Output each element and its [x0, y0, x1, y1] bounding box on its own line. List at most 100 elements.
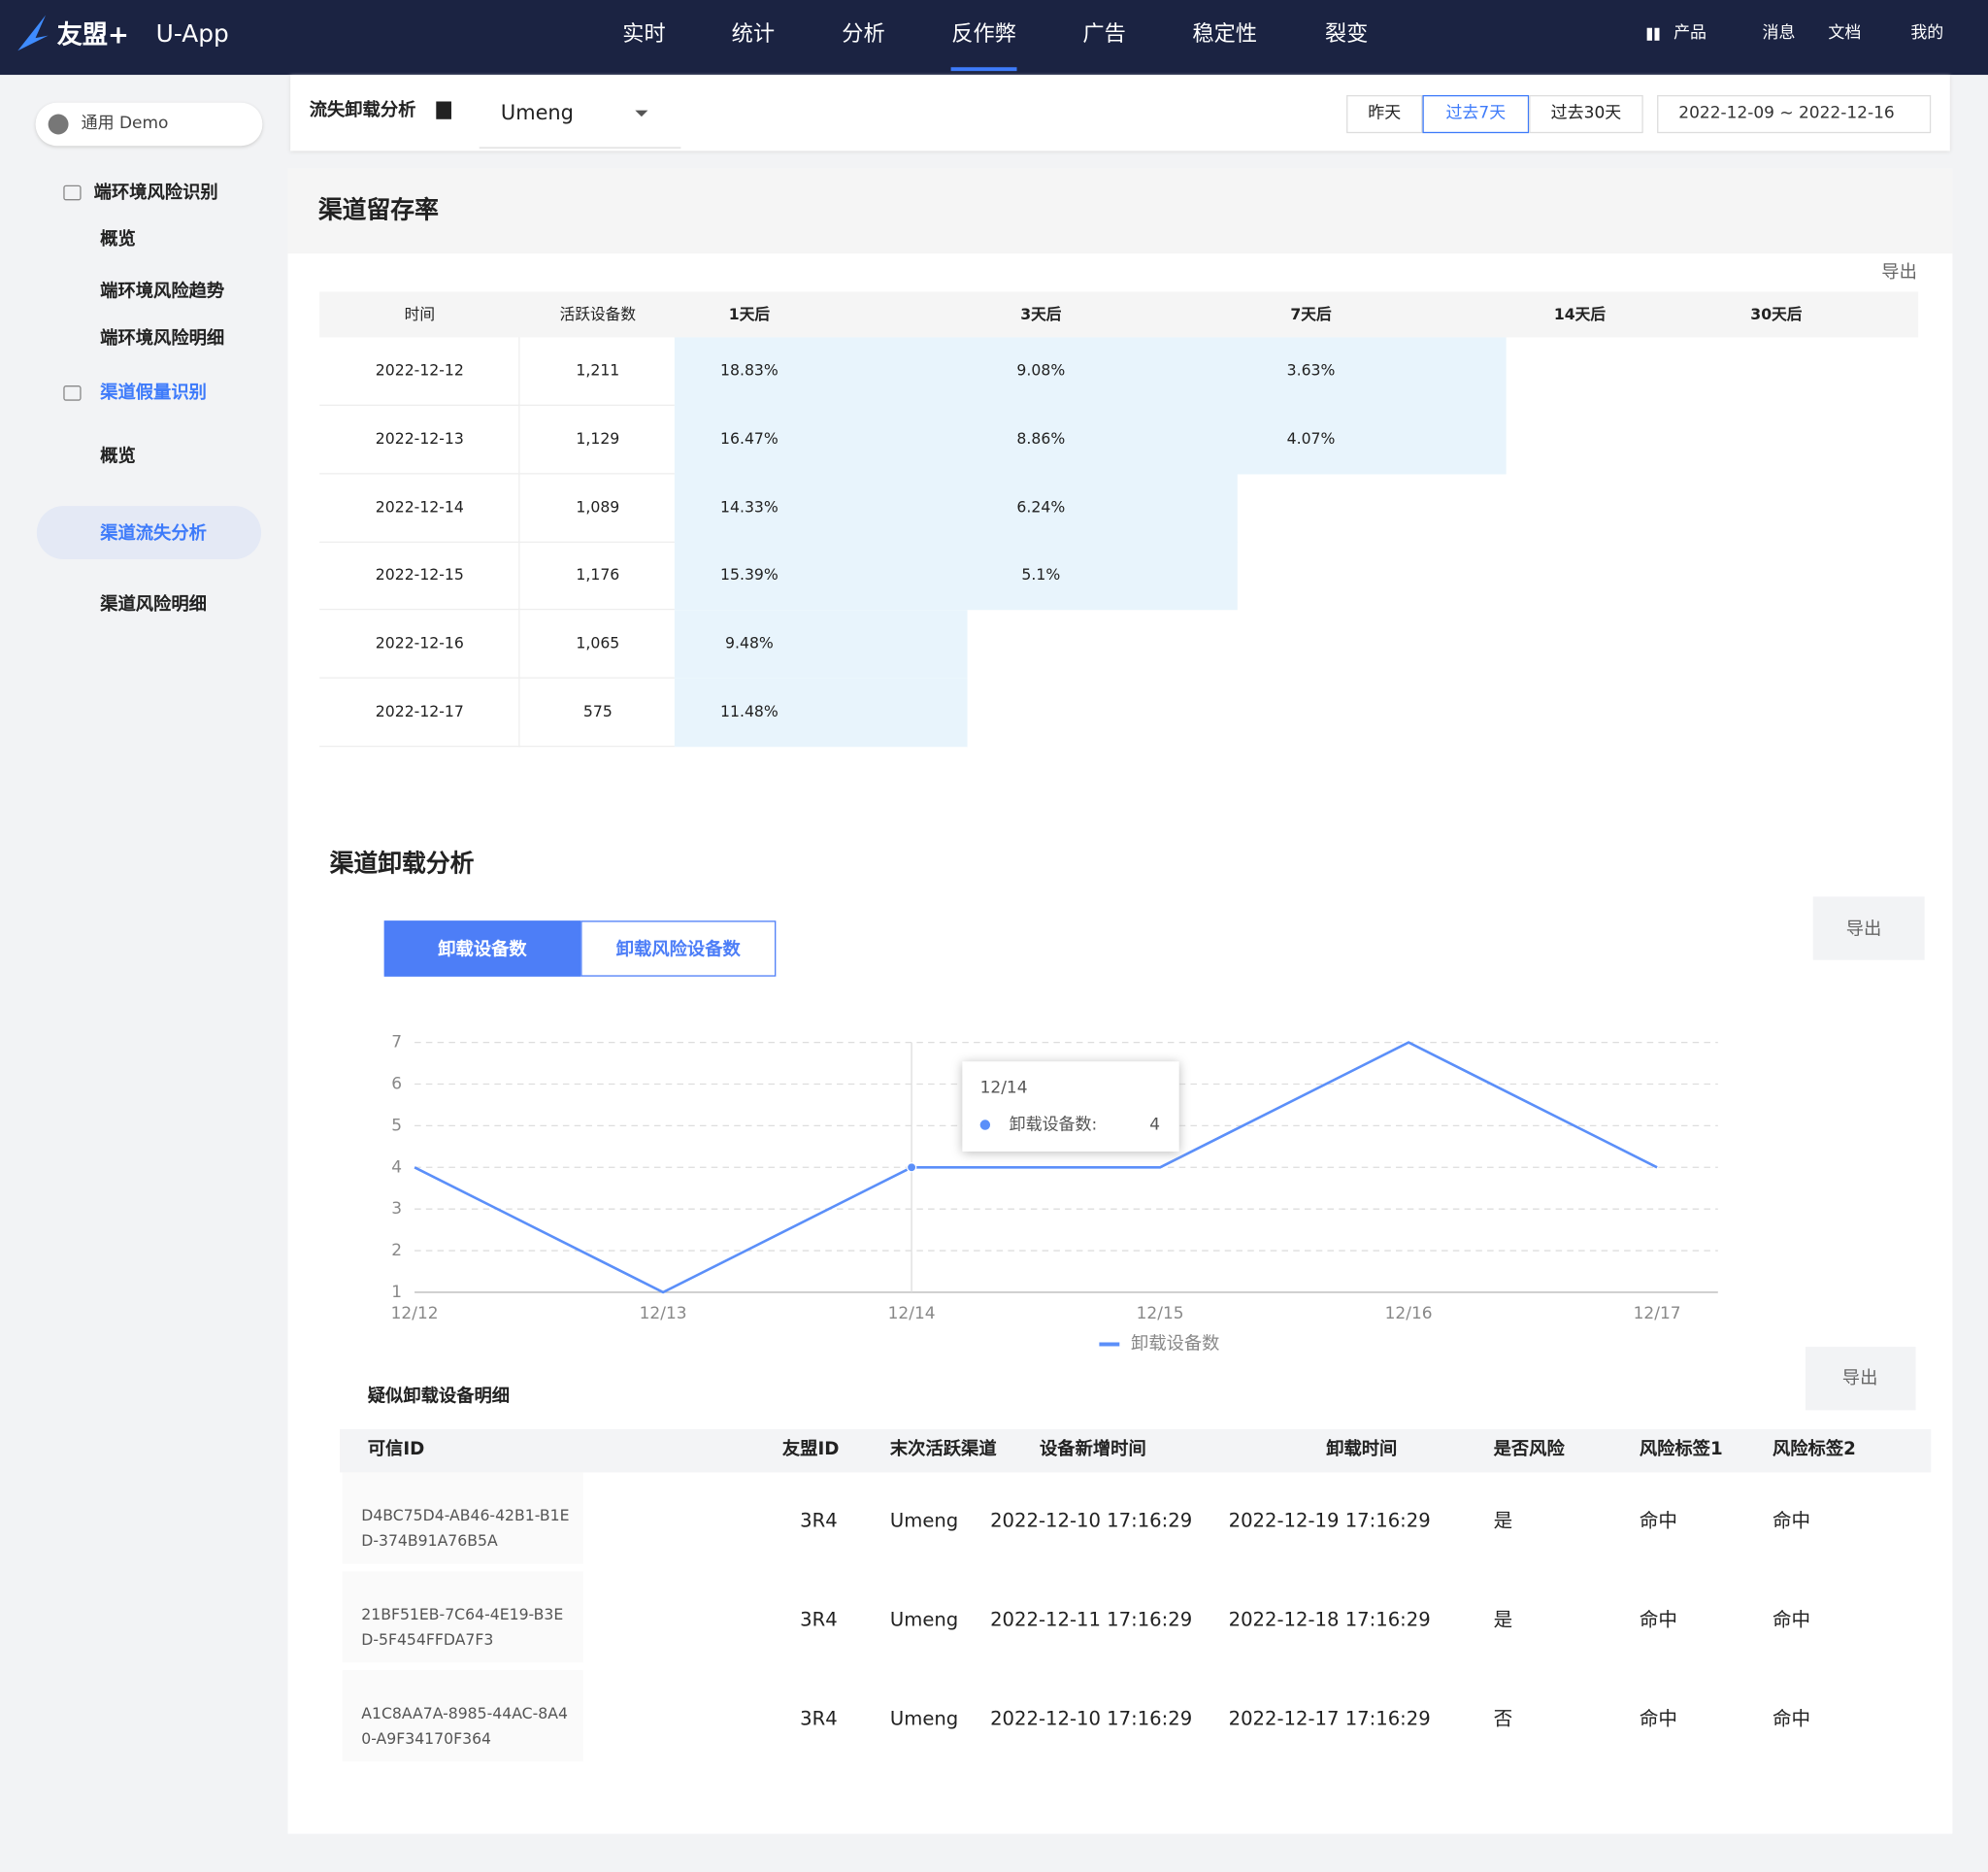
group-title[interactable]: 渠道假量识别	[100, 383, 207, 404]
detail-cell: 21BF51EB-7C64-4E19-B3ED-5F454FFDA7F3	[361, 1605, 564, 1649]
grid-icon	[1646, 27, 1660, 41]
row-line	[319, 404, 675, 406]
section-title: 渠道留存率	[317, 196, 439, 225]
row-line	[319, 472, 675, 475]
menu-item[interactable]: 渠道流失分析	[100, 523, 207, 545]
column-header: 卸载时间	[1326, 1439, 1398, 1460]
menu-item[interactable]: 概览	[100, 229, 136, 251]
detail-cell: 2022-12-17 17:16:29	[1228, 1707, 1431, 1730]
detail-cell: 命中	[1639, 1707, 1678, 1730]
x-tick-label: 12/15	[1137, 1304, 1184, 1323]
export-button: 导出	[1845, 919, 1882, 940]
col-line	[518, 542, 520, 611]
export-button: 导出	[1841, 1368, 1878, 1389]
row-line	[319, 609, 675, 611]
column-header: 3天后	[1020, 305, 1062, 324]
tab-button[interactable]	[580, 920, 777, 977]
tab-button[interactable]	[383, 920, 581, 977]
menu-item[interactable]: 概览	[100, 446, 136, 467]
detail-cell: Umeng	[889, 1608, 959, 1631]
active-underline	[950, 67, 1017, 72]
detail-cell: 命中	[1772, 1608, 1811, 1631]
range-button[interactable]	[1346, 94, 1423, 134]
retention-cell: 2022-12-13	[375, 429, 464, 448]
retention-cell: 8.86%	[1016, 429, 1066, 448]
detail-cell: 2022-12-10 17:16:29	[990, 1509, 1193, 1532]
app-select[interactable]	[35, 102, 263, 147]
range-button[interactable]	[1422, 94, 1530, 134]
tooltip-label: 卸载设备数:	[1010, 1116, 1098, 1135]
y-tick-label: 6	[391, 1075, 402, 1094]
id-cell	[342, 1472, 583, 1564]
channel-select[interactable]: Umeng	[500, 100, 574, 124]
toolbar	[290, 75, 1950, 151]
retention-cell: 4.07%	[1286, 429, 1336, 448]
col-line	[518, 405, 520, 475]
page-title: 流失卸载分析	[309, 100, 416, 121]
nav-link[interactable]: 文档	[1828, 23, 1862, 44]
app-select-text: 通用 Demo	[81, 114, 169, 134]
col-line	[518, 610, 520, 680]
caret	[635, 110, 648, 123]
retention-cell: 1,065	[576, 634, 620, 652]
column-header: 1天后	[728, 305, 771, 324]
y-tick-label: 2	[391, 1241, 402, 1260]
y-tick-label: 1	[391, 1283, 402, 1302]
tab-text: 卸载设备数	[438, 939, 527, 960]
detail-cell: 3R4	[800, 1509, 838, 1532]
export-button[interactable]: 导出	[1881, 262, 1917, 284]
column-header: 末次活跃渠道	[889, 1439, 997, 1460]
export-box[interactable]	[1812, 896, 1925, 960]
retention-cell: 9.08%	[1016, 361, 1066, 380]
group-icon	[63, 184, 82, 201]
range-button[interactable]	[1529, 94, 1643, 134]
brand: 友盟+	[56, 18, 129, 50]
detail-cell: D4BC75D4-AB46-42B1-B1ED-374B91A76B5A	[361, 1506, 570, 1551]
detail-cell: 命中	[1772, 1707, 1811, 1730]
menu-item[interactable]: 端环境风险趋势	[100, 281, 225, 302]
nav-tab[interactable]: 裂变	[1324, 21, 1369, 48]
x-tick-label: 12/17	[1634, 1304, 1681, 1323]
nav-tab[interactable]: 实时	[622, 21, 666, 48]
card-header	[287, 168, 1953, 254]
retention-cell: 11.48%	[720, 702, 779, 720]
column-header: 是否风险	[1493, 1439, 1565, 1460]
detail-cell: 2022-12-19 17:16:29	[1228, 1509, 1431, 1532]
menu-item[interactable]: 端环境风险明细	[100, 328, 225, 350]
retention-cell: 1,129	[576, 429, 620, 448]
nav-link[interactable]: 产品	[1673, 23, 1707, 44]
detail-header	[340, 1428, 1932, 1473]
range-text: 过去7天	[1445, 104, 1507, 123]
column-header: 友盟ID	[781, 1439, 840, 1460]
line-series	[414, 1041, 1658, 1294]
group-title[interactable]: 端环境风险识别	[93, 183, 218, 203]
x-tick-label: 12/12	[391, 1304, 439, 1323]
x-tick-label: 12/14	[888, 1304, 936, 1323]
retention-cell: 2022-12-16	[375, 634, 464, 652]
x-tick-label: 12/13	[640, 1304, 687, 1323]
row-line	[319, 677, 675, 680]
menu-item[interactable]: 渠道风险明细	[100, 594, 207, 616]
legend-label: 卸载设备数	[1131, 1333, 1219, 1354]
nav-link[interactable]: 我的	[1910, 23, 1944, 44]
date-range: 2022-12-09 ~ 2022-12-16	[1678, 104, 1895, 123]
col-line	[518, 473, 520, 543]
nav-link[interactable]: 消息	[1762, 23, 1796, 44]
nav-tab[interactable]: 反作弊	[951, 21, 1016, 48]
detail-cell: 3R4	[800, 1608, 838, 1631]
id-cell	[342, 1670, 583, 1762]
nav-tab[interactable]: 广告	[1082, 21, 1126, 48]
nav-tab[interactable]: 统计	[731, 21, 776, 48]
hover-point	[906, 1162, 917, 1173]
retention-cell: 15.39%	[720, 566, 779, 585]
column-header: 14天后	[1553, 305, 1607, 324]
nav-tab[interactable]: 分析	[842, 21, 885, 48]
nav-tab[interactable]: 稳定性	[1192, 21, 1258, 48]
export-box[interactable]	[1805, 1347, 1916, 1411]
date-box[interactable]	[1657, 94, 1932, 134]
book-icon	[436, 101, 451, 119]
section-title: 疑似卸载设备明细	[367, 1386, 511, 1407]
select-line	[479, 147, 681, 149]
